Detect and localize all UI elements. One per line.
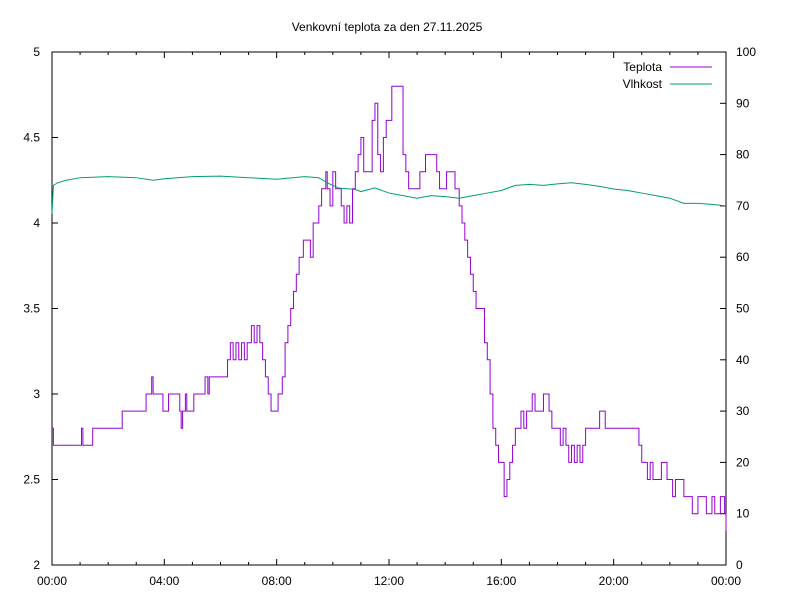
y-tick-label: 3 (33, 387, 40, 401)
x-tick-label: 08:00 (262, 574, 292, 588)
legend-label-vlhkost: Vlhkost (623, 77, 663, 91)
x-tick-label: 00:00 (37, 574, 67, 588)
y2-tick-label: 0 (736, 558, 743, 572)
legend-label-teplota: Teplota (623, 60, 662, 74)
y-tick-label: 2 (33, 558, 40, 572)
y-tick-label: 3.5 (23, 302, 40, 316)
x-tick-label: 12:00 (374, 574, 404, 588)
y2-tick-label: 30 (736, 404, 750, 418)
y-tick-label: 2.5 (23, 473, 40, 487)
y2-tick-label: 90 (736, 96, 750, 110)
y2-tick-label: 60 (736, 250, 750, 264)
y2-tick-label: 70 (736, 199, 750, 213)
x-tick-label: 04:00 (149, 574, 179, 588)
y2-tick-label: 20 (736, 455, 750, 469)
plot-area (51, 85, 727, 531)
series-line-teplota (52, 85, 727, 531)
legend: Teplota Vlhkost (623, 60, 712, 91)
y-tick-label: 4.5 (23, 131, 40, 145)
y2-tick-label: 100 (736, 45, 756, 59)
x-axis: 00:00 04:00 08:00 12:00 16:00 20:00 00:00 (37, 52, 741, 588)
y2-tick-label: 50 (736, 302, 750, 316)
y-axis-right: 0 10 20 30 40 50 60 70 80 90 100 (720, 45, 756, 572)
y-tick-label: 5 (33, 45, 40, 59)
y2-tick-label: 80 (736, 148, 750, 162)
y-axis-left: 2 2.5 3 3.5 4 4.5 5 (23, 45, 58, 572)
x-tick-label: 16:00 (486, 574, 516, 588)
series-line-vlhkost (51, 175, 727, 214)
plot-frame (51, 51, 727, 566)
y2-tick-label: 10 (736, 507, 750, 521)
y2-tick-label: 40 (736, 353, 750, 367)
chart-title: Venkovní teplota za den 27.11.2025 (292, 20, 483, 34)
y-tick-label: 4 (33, 216, 40, 230)
x-tick-label: 20:00 (599, 574, 629, 588)
x-tick-label: 00:00 (711, 574, 741, 588)
